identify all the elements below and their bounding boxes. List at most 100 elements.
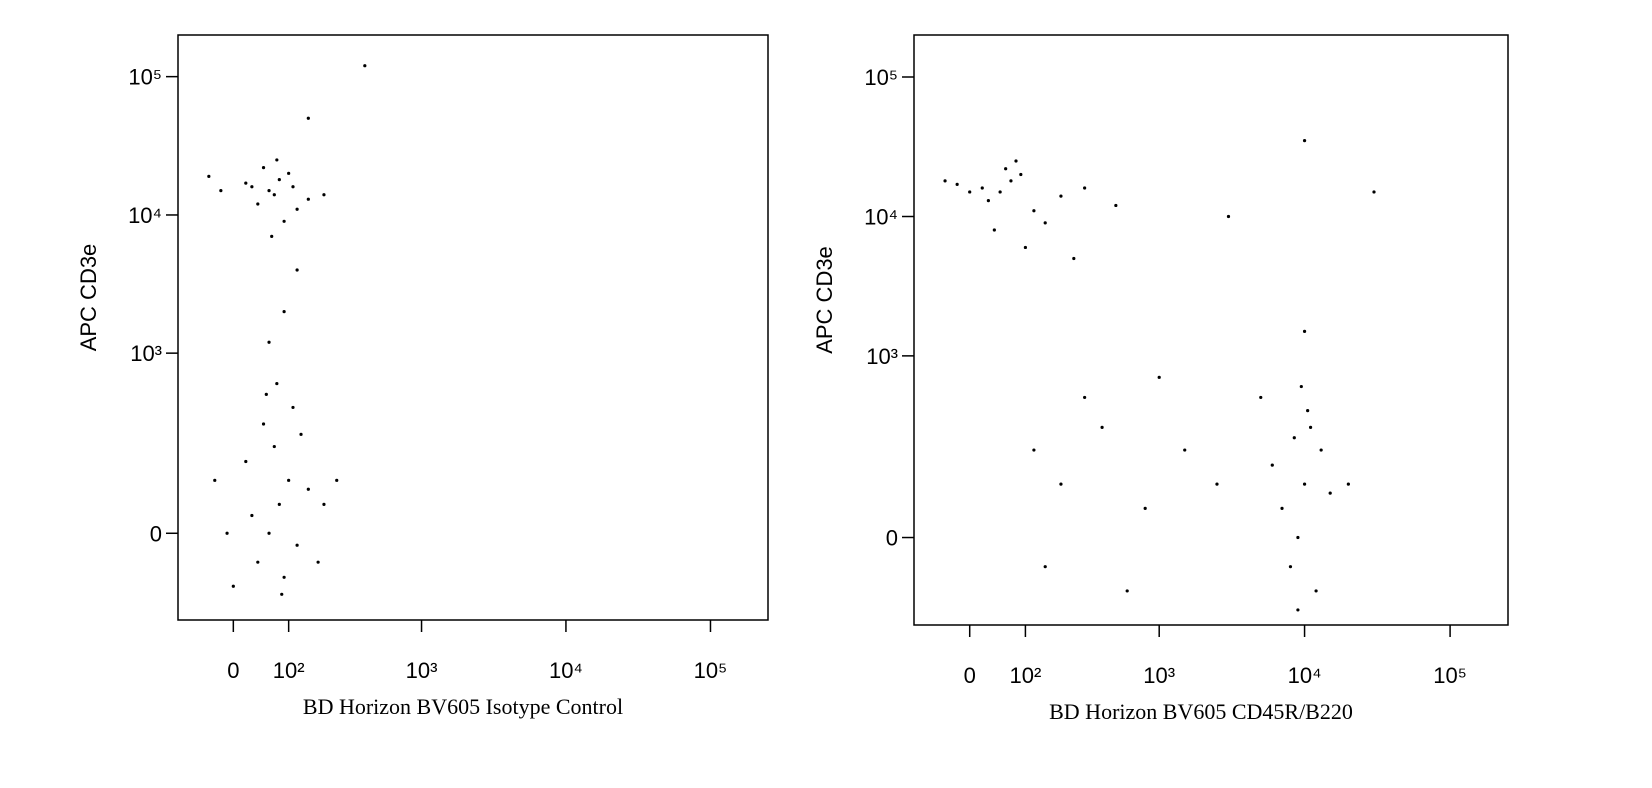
x-tick-label: 10⁵ xyxy=(1433,663,1467,688)
event-dot xyxy=(1157,375,1161,379)
event-dot xyxy=(295,207,299,211)
event-dot xyxy=(272,444,276,449)
event-dot xyxy=(291,405,295,410)
event-dot xyxy=(1296,608,1300,612)
y-tick-label: 0 xyxy=(886,526,898,551)
x-tick-label: 10³ xyxy=(1143,663,1175,688)
event-dot xyxy=(1183,448,1187,452)
x-tick-label: 10² xyxy=(1010,663,1042,688)
plot-frame xyxy=(913,34,1509,626)
event-dot xyxy=(1014,159,1018,163)
y-tick-label: 0 xyxy=(150,521,162,546)
event-dot xyxy=(1072,256,1076,261)
event-dot xyxy=(980,186,984,190)
event-dot xyxy=(1302,482,1307,486)
event-dot xyxy=(1100,425,1104,429)
x-tick-label: 10² xyxy=(273,658,305,683)
event-dot xyxy=(1259,395,1263,400)
x-axis-label: BD Horizon BV605 CD45R/B220 xyxy=(1049,699,1353,724)
event-dot xyxy=(1004,167,1008,171)
event-dot xyxy=(295,268,299,272)
event-dot xyxy=(250,513,254,518)
event-dot xyxy=(1032,209,1036,213)
y-axis-label: APC CD3e xyxy=(812,246,837,354)
event-dot xyxy=(1296,535,1300,540)
event-dot xyxy=(335,478,339,482)
y-tick-label: 10³ xyxy=(130,341,162,366)
event-dot xyxy=(261,166,266,170)
event-dot xyxy=(1319,448,1323,452)
event-dot xyxy=(306,197,310,201)
event-dot xyxy=(277,178,281,182)
event-dot xyxy=(363,64,367,68)
event-dot xyxy=(261,422,266,426)
x-tick-label: 10³ xyxy=(406,658,438,683)
event-dot xyxy=(1083,186,1087,190)
event-dot xyxy=(1019,172,1023,177)
event-dot xyxy=(267,189,271,193)
event-dot xyxy=(256,202,260,206)
y-tick-label: 10³ xyxy=(866,344,898,369)
event-dot xyxy=(1372,190,1376,194)
event-dot xyxy=(322,193,326,197)
event-dot xyxy=(270,234,274,238)
event-dot xyxy=(306,116,310,120)
event-dot xyxy=(264,392,268,396)
event-dot xyxy=(272,193,276,197)
event-dot xyxy=(322,502,326,506)
event-dot xyxy=(998,190,1002,194)
event-dot xyxy=(316,560,320,564)
event-dot xyxy=(1023,245,1028,250)
event-dot xyxy=(1288,565,1293,569)
event-dot xyxy=(244,181,248,185)
plot: 0 10² 10³ 10⁴ 10⁵ 0 10³ 10⁴ 10⁵ BD Horizon BV605 … xyxy=(76,34,769,719)
event-dot xyxy=(1302,139,1307,143)
event-dot xyxy=(207,174,211,179)
event-dot xyxy=(291,185,295,189)
event-dot xyxy=(267,340,271,344)
y-tick-label: 10⁴ xyxy=(128,203,162,228)
event-dot xyxy=(219,189,223,193)
event-dot xyxy=(287,171,291,175)
event-dot xyxy=(280,592,284,596)
event-dot xyxy=(1114,203,1118,208)
event-dot xyxy=(1009,179,1013,183)
y-axis-label: APC CD3e xyxy=(76,244,101,352)
event-dot xyxy=(1083,395,1087,400)
y-tick-label: 10⁵ xyxy=(864,65,898,90)
plot: 0 10² 10³ 10⁴ 10⁵ 0 10³ 10⁴ 10⁵ BD Horizon BV605 … xyxy=(812,34,1509,724)
x-axis-label: BD Horizon BV605 Isotype Control xyxy=(303,694,623,719)
event-dot xyxy=(1043,221,1047,225)
event-dot xyxy=(1306,409,1310,413)
event-dot xyxy=(299,432,303,436)
event-dot xyxy=(1299,384,1303,389)
event-dot xyxy=(1059,194,1063,198)
event-dot xyxy=(1059,482,1063,486)
event-dot xyxy=(213,478,217,482)
x-tick-label: 10⁴ xyxy=(549,658,583,683)
event-dot xyxy=(1226,214,1231,219)
event-dot xyxy=(1308,425,1313,429)
event-dot xyxy=(277,502,281,506)
y-tick-label: 10⁵ xyxy=(128,65,162,90)
event-dot xyxy=(275,381,279,386)
event-dot xyxy=(1032,448,1036,452)
plot-frame xyxy=(177,34,769,621)
x-tick-label: 10⁵ xyxy=(694,658,728,683)
event-dot xyxy=(282,575,286,579)
event-dot xyxy=(1215,482,1219,486)
x-tick-label: 0 xyxy=(964,663,976,688)
event-dot xyxy=(1292,436,1296,440)
event-dot xyxy=(267,531,271,535)
event-dot xyxy=(1143,506,1147,510)
event-dot xyxy=(1346,482,1350,486)
event-dot xyxy=(955,182,959,186)
event-dot xyxy=(1280,506,1284,510)
event-dot xyxy=(306,487,310,491)
event-dot xyxy=(250,185,254,189)
event-dot xyxy=(1125,589,1129,593)
x-tick-label: 0 xyxy=(227,658,239,683)
event-dot xyxy=(968,190,972,194)
event-dot xyxy=(231,584,235,588)
